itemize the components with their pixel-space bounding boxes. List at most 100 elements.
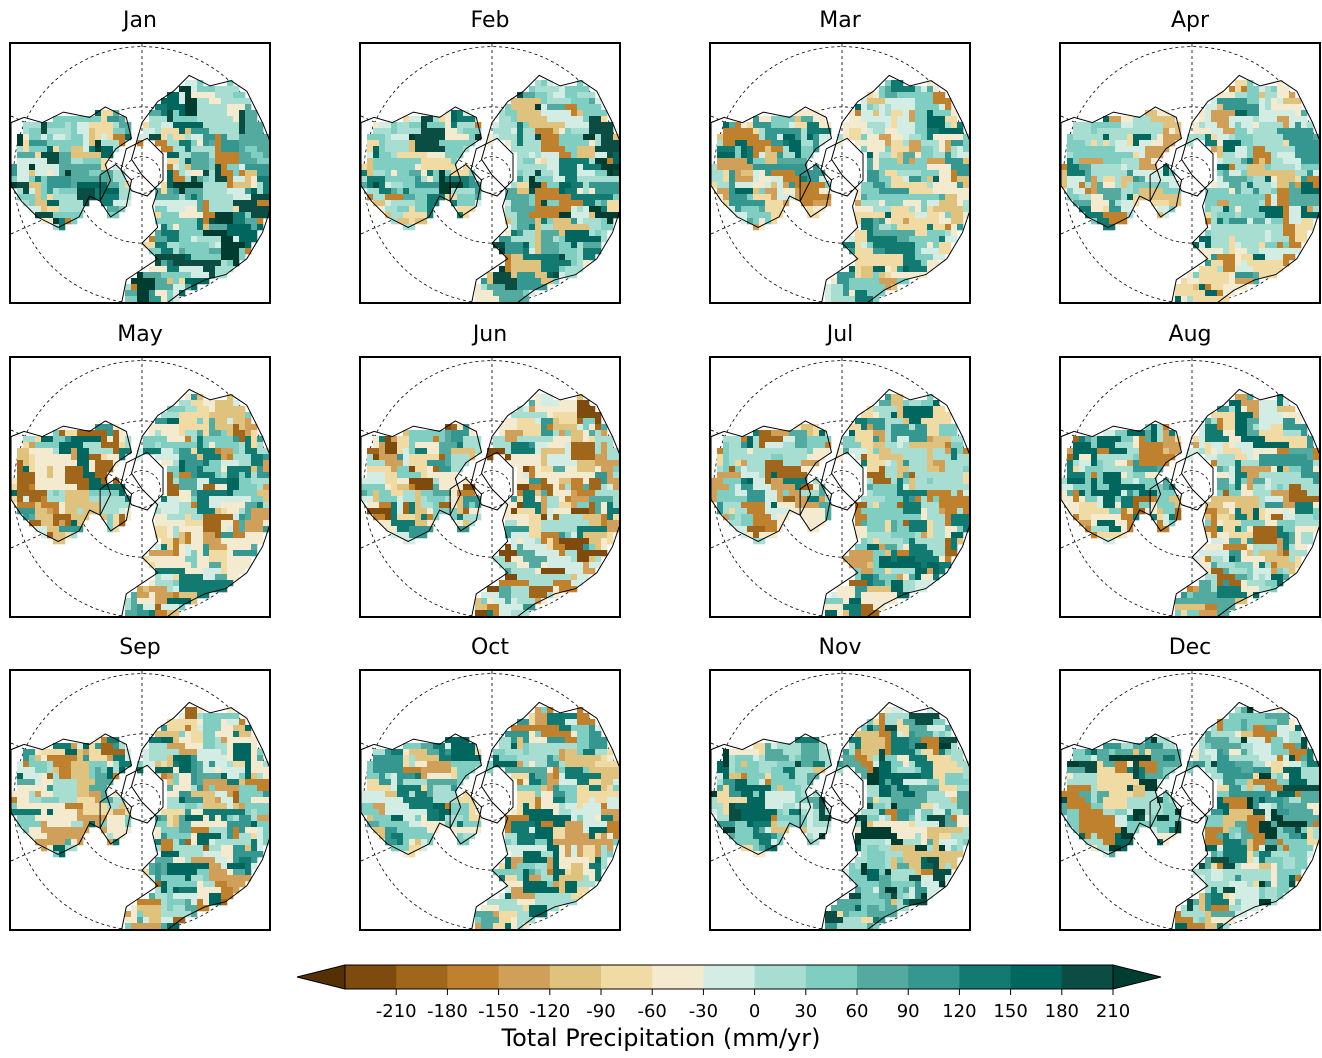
colorbar-tick-label: -150 <box>478 1001 520 1022</box>
colorbar-segment <box>345 965 397 989</box>
precip-anomaly-field <box>1061 80 1319 302</box>
coastlines <box>711 701 969 929</box>
colorbar-outline <box>344 964 1114 990</box>
colorbar-tick-label: 60 <box>845 1001 869 1022</box>
colorbar-segment <box>1061 965 1114 989</box>
colorbar-tick-label: -210 <box>375 1001 417 1022</box>
precip-anomaly-field <box>11 80 269 302</box>
colorbar-extend-min <box>296 964 346 990</box>
colorbar-segment <box>549 965 602 989</box>
polar-map <box>361 44 619 302</box>
map-frame <box>9 42 271 304</box>
coastlines <box>361 388 619 616</box>
map-panel-feb: Feb <box>359 8 621 304</box>
map-panel-dec: Dec <box>1059 635 1321 931</box>
coastlines <box>711 74 969 302</box>
polar-map <box>711 671 969 929</box>
panel-title: Jul <box>826 322 854 347</box>
colorbar-segment <box>703 965 756 989</box>
panel-title: Nov <box>818 635 862 660</box>
polar-map <box>1061 44 1319 302</box>
map-frame <box>1059 42 1321 304</box>
map-frame <box>9 669 271 931</box>
map-frame <box>359 356 621 618</box>
polar-map <box>1061 671 1319 929</box>
map-panel-jan: Jan <box>9 8 271 304</box>
coastlines <box>711 388 969 616</box>
polar-map <box>361 358 619 616</box>
colorbar-tick-label: 30 <box>794 1001 818 1022</box>
map-panel-jul: Jul <box>709 322 971 618</box>
colorbar-tick-label: -30 <box>688 1001 719 1022</box>
map-frame <box>709 356 971 618</box>
colorbar-segment <box>857 965 909 989</box>
precip-anomaly-field <box>11 394 269 616</box>
coastlines <box>1061 388 1319 616</box>
coastlines <box>11 388 269 616</box>
coastlines <box>361 701 619 929</box>
colorbar-tick-label: 90 <box>896 1001 920 1022</box>
colorbar-tick-label: 180 <box>1044 1001 1079 1022</box>
map-panel-jun: Jun <box>359 322 621 618</box>
map-frame <box>709 42 971 304</box>
map-panel-apr: Apr <box>1059 8 1321 304</box>
colorbar-segment <box>805 965 858 989</box>
precip-anomaly-field <box>711 707 969 929</box>
polar-map <box>711 44 969 302</box>
panel-title: Oct <box>470 635 510 660</box>
colorbar-extend-max <box>1112 964 1162 990</box>
colorbar-segment <box>447 965 500 989</box>
colorbar-segment <box>652 965 704 989</box>
colorbar-tick-label: 120 <box>942 1001 977 1022</box>
map-panel-oct: Oct <box>359 635 621 931</box>
panel-title: Apr <box>1170 8 1210 33</box>
panel-title: Jan <box>123 8 157 33</box>
precip-anomaly-field <box>361 707 619 929</box>
coastlines <box>11 701 269 929</box>
panel-title: Dec <box>1168 635 1212 660</box>
colorbar-segment <box>1010 965 1063 989</box>
colorbar-segment <box>754 965 807 989</box>
panel-title: Jun <box>472 322 508 347</box>
map-frame <box>1059 356 1321 618</box>
polar-map <box>11 44 269 302</box>
map-frame <box>709 669 971 931</box>
colorbar-segment <box>908 965 960 989</box>
polar-map <box>711 358 969 616</box>
map-panel-nov: Nov <box>709 635 971 931</box>
map-panel-sep: Sep <box>9 635 271 931</box>
precip-anomaly-field <box>11 707 269 929</box>
precip-anomaly-field <box>1061 707 1319 929</box>
coastlines <box>11 74 269 302</box>
polar-map <box>1061 358 1319 616</box>
colorbar-tick-label: -180 <box>426 1001 468 1022</box>
polar-map <box>11 671 269 929</box>
polar-map <box>361 671 619 929</box>
map-frame <box>9 356 271 618</box>
colorbar-segment <box>601 965 653 989</box>
colorbar-tick-label: 210 <box>1095 1001 1131 1022</box>
panel-title: Mar <box>819 8 861 33</box>
map-frame <box>359 669 621 931</box>
colorbar-tick-label: -60 <box>637 1001 667 1022</box>
map-panel-mar: Mar <box>709 8 971 304</box>
coastlines <box>1061 74 1319 302</box>
map-panel-may: May <box>9 322 271 618</box>
coastlines <box>1061 701 1319 929</box>
map-frame <box>1059 669 1321 931</box>
coastlines <box>361 74 619 302</box>
panel-title: Sep <box>119 635 161 660</box>
colorbar-segment <box>396 965 448 989</box>
map-panel-aug: Aug <box>1059 322 1321 618</box>
panel-title: Aug <box>1168 322 1212 347</box>
colorbar-tick-label: -90 <box>586 1001 616 1022</box>
colorbar-tick-label: 150 <box>993 1001 1028 1022</box>
colorbar-tick-label: -120 <box>529 1001 571 1022</box>
panel-title: Feb <box>470 8 510 33</box>
colorbar-label: Total Precipitation (mm/yr) <box>501 1024 821 1052</box>
colorbar-tick-label: 0 <box>748 1001 761 1022</box>
polar-map <box>11 358 269 616</box>
precip-anomaly-field <box>361 394 619 616</box>
panel-title: May <box>117 322 163 347</box>
